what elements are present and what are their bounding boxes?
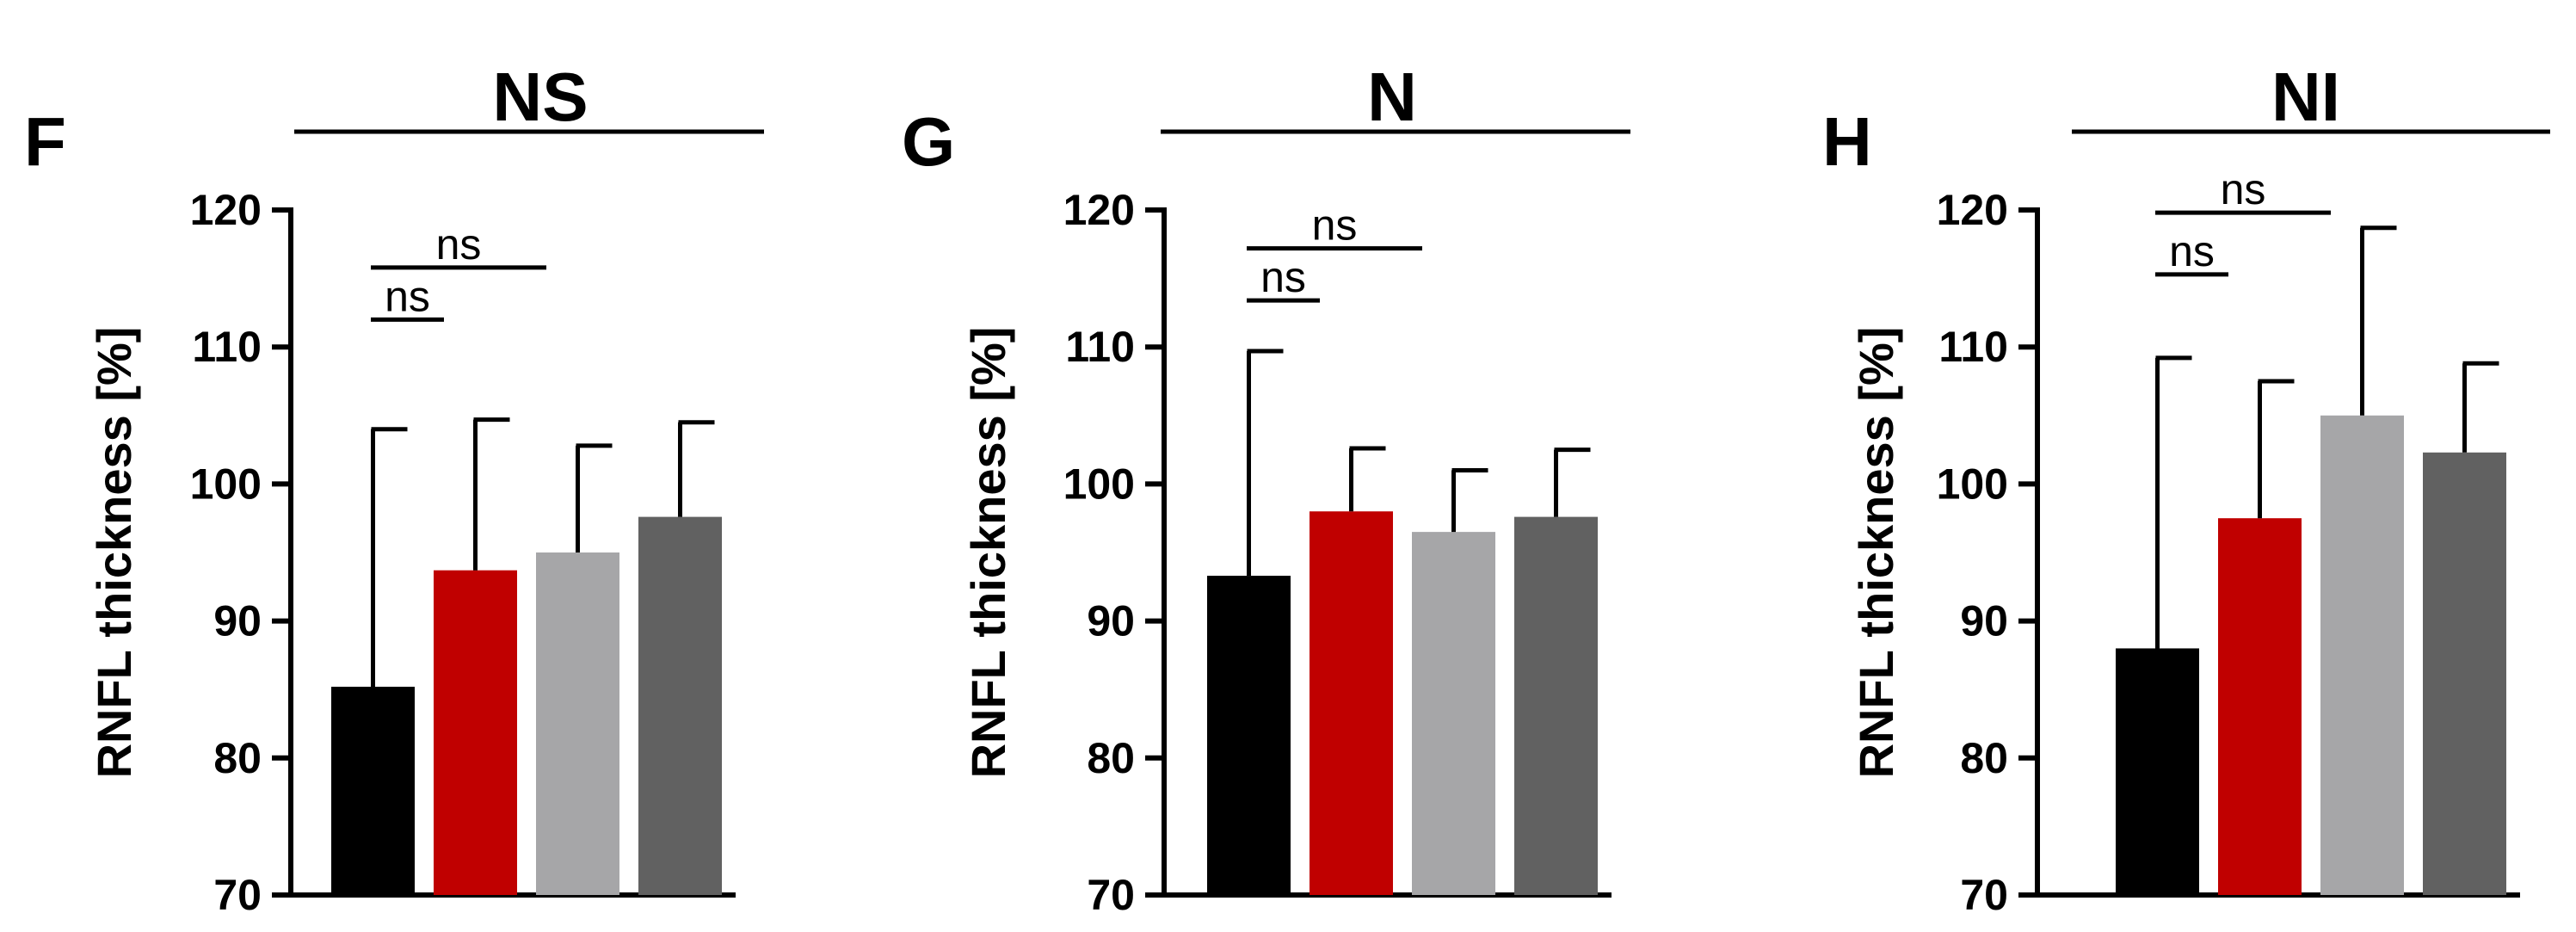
- panel-title: NI: [2271, 59, 2340, 135]
- bar: [2218, 518, 2302, 895]
- y-tick-label: 120: [1937, 186, 2008, 234]
- y-tick-label: 70: [1087, 871, 1135, 919]
- y-tick-label: 90: [1960, 597, 2008, 645]
- y-tick-label: 100: [190, 460, 262, 508]
- significance-label: ns: [1312, 201, 1358, 250]
- panel-letter: G: [902, 103, 955, 180]
- bar: [1207, 576, 1291, 895]
- y-tick-label: 90: [213, 597, 262, 645]
- bar: [2423, 452, 2506, 895]
- y-tick-label: 100: [1063, 460, 1135, 508]
- bar: [2320, 415, 2404, 895]
- y-tick-label: 80: [213, 734, 262, 782]
- y-axis-label: RNFL thickness [%]: [1849, 327, 1903, 779]
- significance-label: ns: [436, 220, 482, 268]
- bar: [434, 570, 517, 895]
- bar: [638, 516, 722, 895]
- panel-letter: H: [1822, 103, 1872, 180]
- bar: [1412, 532, 1495, 895]
- y-tick-label: 90: [1087, 597, 1135, 645]
- y-tick-label: 120: [190, 186, 262, 234]
- y-tick-label: 80: [1960, 734, 2008, 782]
- bar: [1514, 516, 1598, 895]
- y-tick-label: 70: [1960, 871, 2008, 919]
- bar: [2116, 648, 2199, 895]
- significance-label: ns: [1260, 253, 1306, 301]
- y-tick-label: 110: [1065, 323, 1135, 371]
- bar: [536, 552, 619, 895]
- significance-label: ns: [2221, 165, 2266, 213]
- y-tick-label: 110: [192, 323, 262, 371]
- y-tick-label: 80: [1087, 734, 1135, 782]
- panel-title: N: [1367, 59, 1417, 135]
- y-tick-label: 120: [1063, 186, 1135, 234]
- bar: [331, 687, 415, 895]
- significance-label: ns: [385, 272, 430, 320]
- panel-title: NS: [492, 59, 588, 135]
- y-tick-label: 70: [213, 871, 262, 919]
- y-tick-label: 110: [1938, 323, 2008, 371]
- y-tick-label: 100: [1937, 460, 2008, 508]
- significance-label: ns: [2169, 227, 2215, 275]
- panel-letter: F: [24, 103, 66, 180]
- y-axis-label: RNFL thickness [%]: [87, 327, 141, 779]
- y-axis-label: RNFL thickness [%]: [961, 327, 1015, 779]
- bar: [1310, 511, 1393, 895]
